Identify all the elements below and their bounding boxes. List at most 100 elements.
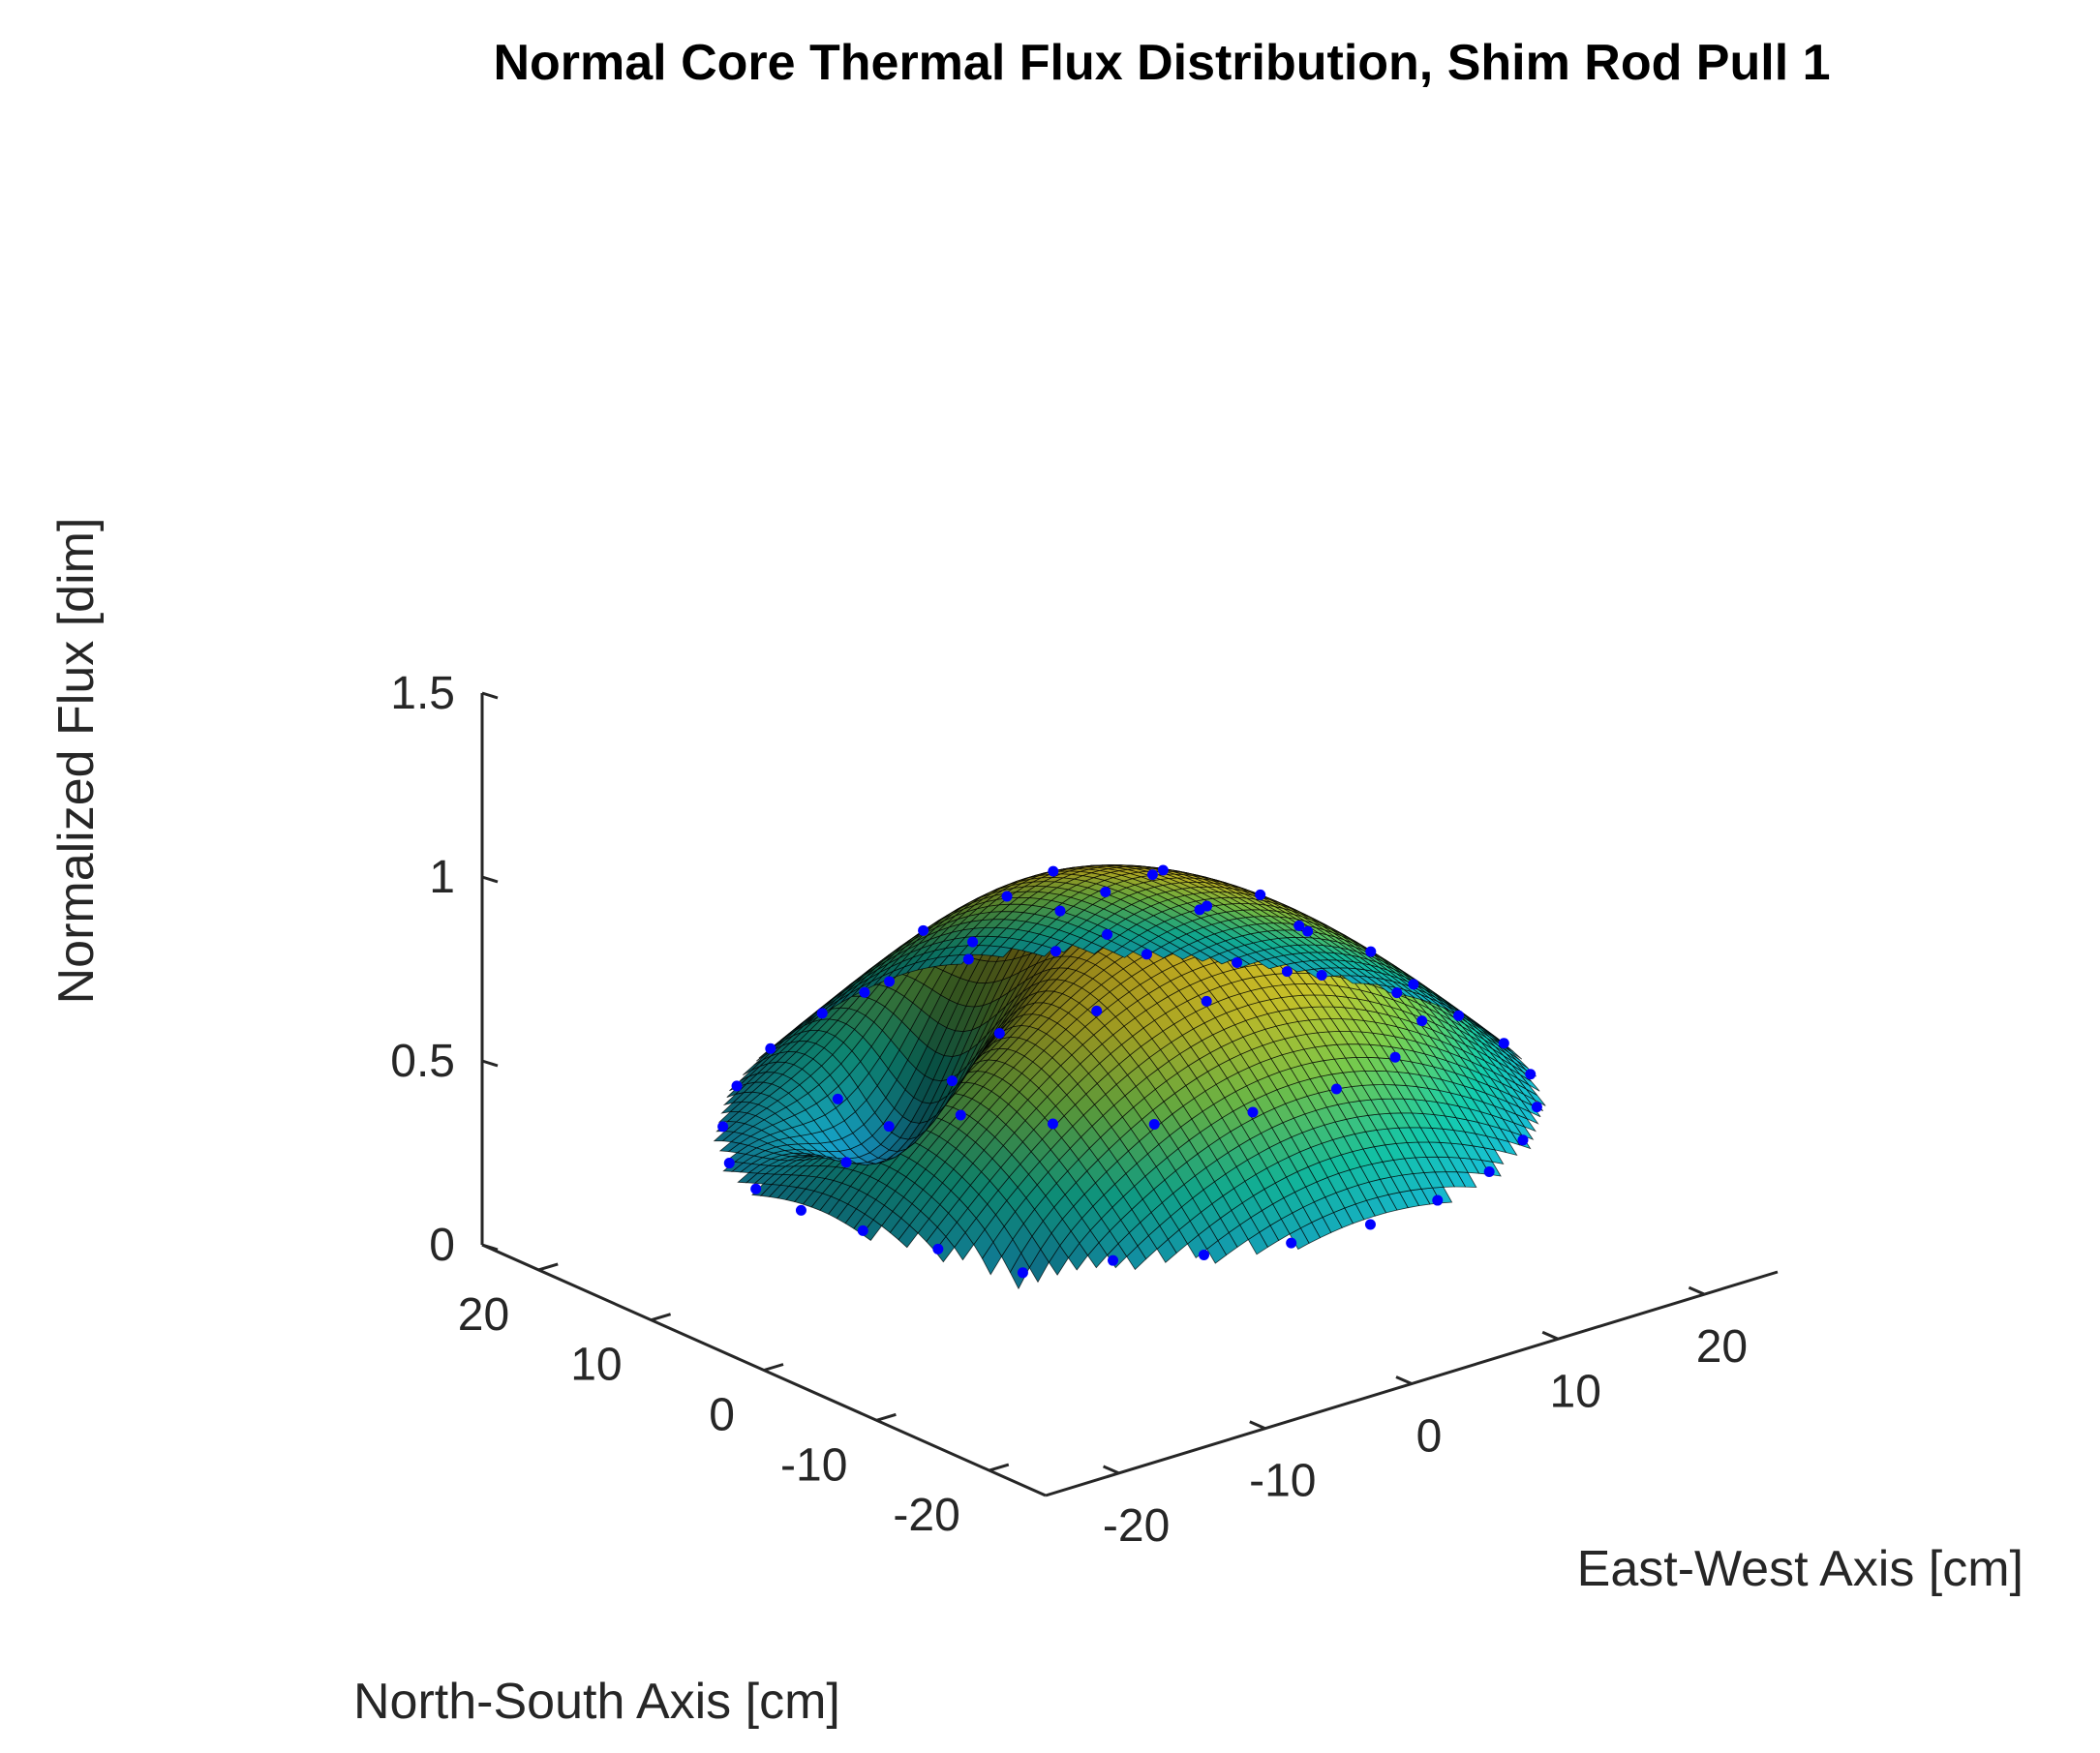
measurement-point [1416,1015,1428,1027]
measurement-point [1141,949,1152,960]
surface-patch [743,1059,763,1075]
z-tick-mark [481,1059,499,1068]
surface [713,864,1546,1290]
measurement-point [1432,1194,1444,1206]
measurement-point [1102,928,1113,940]
measurement-point [765,1043,776,1054]
z-ticks: 0 0.5 1 1.5 [390,668,499,1271]
chart-title: Normal Core Thermal Flux Distribution, S… [493,35,1830,91]
measurement-point [1281,966,1293,978]
y-tick-mark [763,1363,784,1372]
measurement-point [731,1080,743,1092]
y-tick-mark [875,1412,897,1422]
x-tick-label: -10 [1249,1456,1316,1507]
z-tick-mark [481,691,499,700]
measurement-point [1498,1038,1509,1049]
measurement-point [816,1008,828,1019]
measurement-point [1199,1249,1210,1260]
measurement-point [859,986,870,998]
measurement-point [1316,969,1327,981]
measurement-point [1201,995,1212,1007]
x-tick-mark [1688,1285,1706,1296]
x-tick-label: -20 [1103,1500,1170,1552]
measurement-point [1408,979,1419,990]
z-tick-label: 0 [429,1220,455,1271]
measurement-point [1247,1106,1259,1118]
measurement-point [1091,1005,1103,1016]
z-axis-label: Normalized Flux [dim] [48,518,105,1005]
axes: 0 0.5 1 1.5 -20 -10 0 10 20 -20 -10 0 10 20 [390,668,1779,1552]
z-tick-mark [481,1243,499,1252]
measurement-point [857,1224,868,1236]
measurement-point [1389,1051,1401,1063]
measurement-point [1483,1165,1495,1177]
y-ticks: -20 -10 0 10 20 [458,1262,1010,1541]
measurement-point [946,1075,958,1087]
measurement-point [1157,864,1169,876]
measurement-point [932,1243,944,1254]
measurement-point [1108,1254,1119,1266]
y-tick-label: 0 [709,1390,735,1441]
measurement-point [1001,891,1013,902]
x-tick-mark [1102,1465,1120,1475]
x-axis-label: East-West Axis [cm] [1577,1541,2024,1597]
measurement-point [1293,920,1305,931]
x-tick-mark [1541,1330,1559,1341]
y-tick-label: 10 [570,1340,622,1391]
measurement-point [1453,1010,1465,1021]
measurement-point [962,953,974,965]
x-tick-label: 10 [1550,1366,1601,1417]
measurement-point [1054,905,1066,917]
y-tick-label: 20 [458,1289,509,1341]
measurement-point [832,1093,843,1104]
measurement-point [1364,1219,1376,1230]
y-axis-label: North-South Axis [cm] [353,1674,840,1730]
z-tick-label: 1 [429,852,455,903]
measurement-point [1525,1069,1537,1080]
measurement-point [795,1204,807,1216]
measurement-point [750,1183,762,1194]
x-tick-label: 0 [1416,1411,1443,1463]
measurement-point [1047,1118,1058,1130]
measurement-point [1050,946,1061,957]
measurement-point [1194,904,1205,916]
x-ticks: -20 -10 0 10 20 [1102,1285,1748,1552]
measurement-point [1017,1267,1028,1279]
measurement-point [1330,1083,1342,1095]
x-tick-mark [1395,1375,1413,1385]
measurement-point [1365,946,1377,957]
measurement-point [883,1121,895,1133]
measurement-point [918,924,929,936]
measurement-point [723,1158,735,1169]
x-tick-label: 20 [1696,1321,1748,1373]
measurement-point [993,1028,1005,1040]
measurement-point [967,936,979,948]
surface-patch [782,1022,804,1040]
z-tick-label: 0.5 [390,1036,455,1087]
measurement-point [1302,925,1314,937]
y-tick-mark [537,1262,559,1272]
measurement-point [1517,1134,1529,1146]
measurement-point [884,976,896,987]
measurement-point [1048,865,1059,877]
measurement-point [1531,1102,1542,1113]
z-tick-mark [481,875,499,884]
measurement-point [1148,1118,1160,1130]
x-tick-mark [1249,1420,1266,1431]
measurement-point [1100,887,1111,898]
measurement-point [717,1121,729,1133]
measurement-point [1255,889,1266,900]
y-tick-label: -10 [780,1439,847,1491]
measurement-point [1146,869,1158,881]
measurement-point [955,1109,966,1121]
measurement-point [1391,987,1403,999]
measurement-point [1286,1237,1297,1249]
y-tick-mark [989,1463,1010,1472]
y-tick-mark [651,1313,672,1322]
z-tick-label: 1.5 [390,668,455,719]
measurement-point [1232,957,1243,969]
measurement-markers [717,864,1542,1279]
measurement-point [840,1157,852,1168]
